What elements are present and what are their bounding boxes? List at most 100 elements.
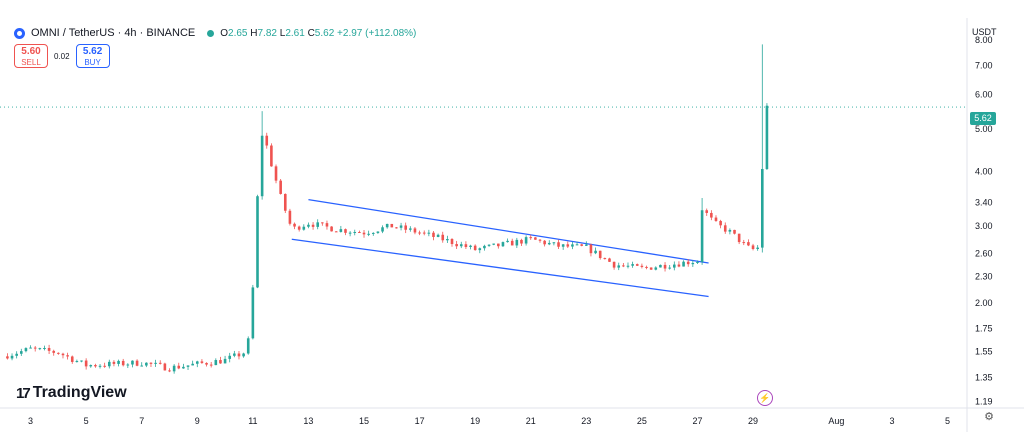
candle-body [696, 261, 699, 264]
y-tick-label: 1.35 [975, 373, 993, 383]
candle-body [626, 265, 630, 267]
candle-body [714, 217, 718, 221]
x-tick-label: 19 [470, 416, 480, 426]
change-value: +2.97 (+112.08%) [337, 27, 417, 39]
candle-body [557, 242, 560, 247]
channel-upper-line [308, 198, 709, 264]
chart-header: OMNI / TetherUS · 4h · BINANCE O2.65 H7.… [14, 27, 416, 39]
x-tick-label: 11 [248, 416, 257, 426]
candle-body [177, 365, 181, 369]
candle-body [492, 243, 495, 245]
candle-body [381, 227, 384, 232]
candle-body [302, 226, 306, 230]
candle-body [700, 210, 704, 262]
candle-body [242, 353, 245, 357]
x-tick-label: 3 [28, 416, 33, 426]
candle-body [121, 360, 125, 366]
candle-body [256, 196, 259, 288]
candle-body [506, 240, 509, 243]
x-tick-label: 5 [945, 416, 950, 426]
buy-price: 5.62 [82, 46, 103, 57]
candle-body [29, 347, 32, 349]
candle-body [654, 267, 658, 270]
y-tick-label: 2.00 [975, 298, 993, 308]
candle-body [529, 237, 533, 239]
sell-button[interactable]: 5.60 SELL [14, 44, 48, 68]
candle-body [172, 365, 176, 372]
candle-body [487, 244, 491, 246]
candle-body [228, 355, 232, 359]
brand-name: TradingView [32, 384, 127, 401]
candle-body [158, 362, 162, 364]
candle-body [205, 362, 208, 365]
gear-icon[interactable]: ⚙ [984, 411, 994, 423]
candle-body [659, 264, 662, 268]
symbol-title[interactable]: OMNI / TetherUS · 4h · BINANCE [31, 27, 196, 39]
candle-body [478, 248, 482, 251]
sell-price: 5.60 [21, 46, 41, 57]
buy-button[interactable]: 5.62 BUY [75, 44, 110, 68]
logo-icon [14, 27, 25, 39]
candle-body [6, 356, 9, 359]
candle-body [631, 264, 634, 266]
candle-body [612, 261, 616, 268]
candle-body [608, 258, 611, 262]
candle-body [575, 244, 579, 246]
candle-body [617, 265, 621, 268]
candle-body [270, 145, 273, 167]
candle-body [325, 223, 329, 227]
candle-body [348, 232, 352, 234]
candle-body [200, 361, 204, 363]
candle-body [103, 365, 106, 367]
candle-body [154, 362, 157, 364]
candle-body [149, 362, 153, 364]
candle-body [686, 261, 690, 265]
currency-selector[interactable]: USDT [972, 27, 997, 37]
x-tick-label: 27 [692, 416, 702, 426]
candle-body [353, 231, 357, 233]
candle-body [367, 233, 370, 235]
candle-body [33, 347, 37, 349]
candle-body [677, 264, 681, 267]
y-tick-label: 1.75 [975, 323, 993, 333]
candle-body [723, 225, 727, 232]
candle-body [47, 347, 51, 351]
candle-body [145, 362, 148, 366]
candle-body [446, 238, 449, 241]
candle-body [580, 244, 583, 246]
x-tick-label: 23 [581, 416, 591, 426]
candle-body [622, 265, 625, 267]
candle-body [80, 360, 83, 362]
y-tick-label: 3.00 [975, 221, 993, 231]
x-tick-label: 25 [637, 416, 647, 426]
candle-body [483, 245, 486, 249]
candle-body [552, 242, 556, 244]
candle-body [344, 229, 347, 233]
candle-body [534, 237, 537, 240]
candle-body [663, 264, 667, 269]
candle-body [422, 232, 426, 234]
candle-body [288, 210, 292, 224]
candle-body [571, 244, 574, 247]
candle-body [24, 348, 28, 352]
candle-body [432, 232, 435, 237]
candle-body [233, 353, 236, 356]
candle-body [163, 363, 167, 371]
candle-body [459, 244, 463, 247]
candle-body [543, 240, 546, 245]
candle-body [501, 242, 505, 247]
candle-body [283, 193, 287, 211]
x-tick-label: 29 [748, 416, 758, 426]
candle-body [409, 228, 412, 230]
tradingview-logo: 17 TradingView [16, 384, 127, 402]
spread-value: 0.02 [54, 52, 70, 61]
lightning-icon[interactable]: ⚡ [757, 390, 773, 406]
candle-body [427, 232, 431, 234]
candle-body [330, 226, 333, 232]
candle-body [751, 245, 755, 250]
candle-body [57, 352, 60, 354]
candle-body [682, 261, 685, 267]
candle-body [598, 250, 602, 259]
y-tick-label: 2.60 [975, 248, 993, 258]
